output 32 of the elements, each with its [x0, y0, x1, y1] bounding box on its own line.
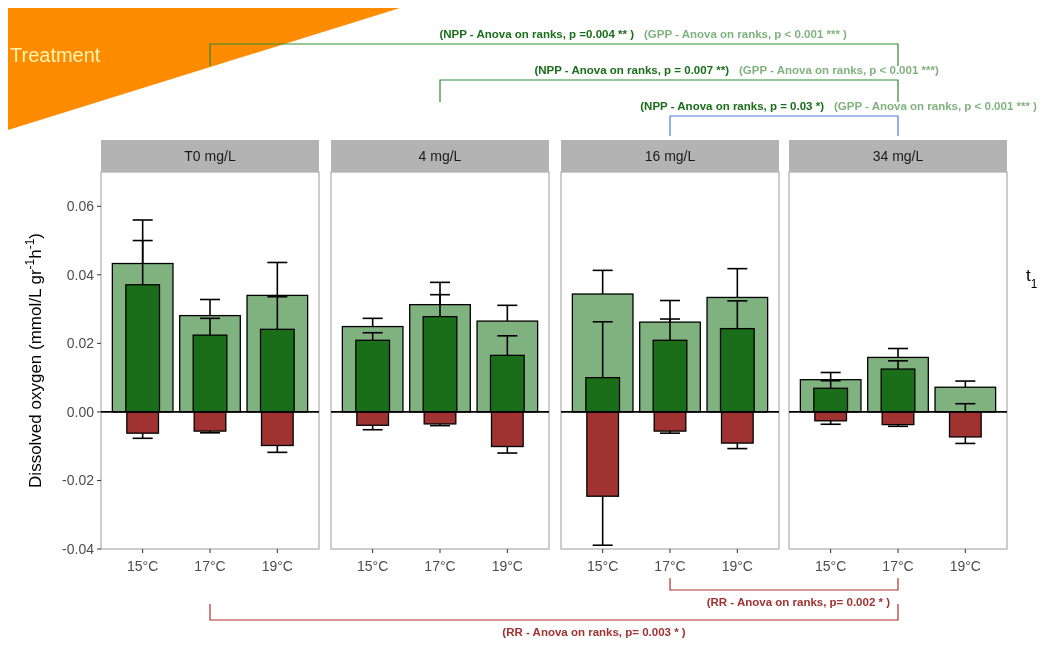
x-tick-label: 17°C — [194, 558, 226, 574]
x-tick-label: 17°C — [424, 558, 456, 574]
text: (GPP - Anova on ranks, p < 0.001 *** ) — [644, 28, 848, 40]
chart-title: 34 mg/L — [872, 148, 924, 164]
text: (NPP - Anova on ranks, p = 0.007 **) — [534, 64, 730, 76]
text: (GPP - Anova on ranks, p < 0.001 ***) — [739, 64, 939, 76]
x-tick-label: 15°C — [587, 558, 619, 574]
chart-title: 4 mg/L — [418, 148, 462, 164]
y-tick-label: 0.00 — [66, 403, 95, 420]
y-tick-label: -0.02 — [62, 472, 95, 489]
text: Treatment — [10, 44, 101, 66]
x-tick-label: 17°C — [654, 558, 686, 574]
x-tick-label: 15°C — [815, 558, 847, 574]
y-tick-label: 0.02 — [66, 335, 95, 352]
text: (NPP - Anova on ranks, p = 0.03 *) — [640, 100, 825, 112]
text: t$_{1}$ — [1026, 266, 1038, 291]
chart-title: 16 mg/L — [644, 148, 696, 164]
x-tick-label: 15°C — [127, 558, 159, 574]
text: (NPP - Anova on ranks, p =0.004 ** ) — [439, 28, 635, 40]
x-tick-label: 19°C — [949, 558, 981, 574]
x-tick-label: 15°C — [357, 558, 389, 574]
x-tick-label: 19°C — [721, 558, 753, 574]
text: (GPP - Anova on ranks, p < 0.001 *** ) — [834, 100, 1038, 112]
text: (RR - Anova on ranks, p= 0.003 * ) — [502, 626, 686, 638]
chart-title: T0 mg/L — [184, 148, 236, 164]
y-tick-label: 0.04 — [66, 266, 95, 283]
y-tick-label: -0.04 — [62, 541, 95, 557]
x-tick-label: 19°C — [491, 558, 523, 574]
x-tick-label: 17°C — [882, 558, 914, 574]
y-tick-label: 0.06 — [66, 198, 95, 215]
x-tick-label: 19°C — [261, 558, 293, 574]
text: (RR - Anova on ranks, p= 0.002 * ) — [706, 596, 891, 608]
